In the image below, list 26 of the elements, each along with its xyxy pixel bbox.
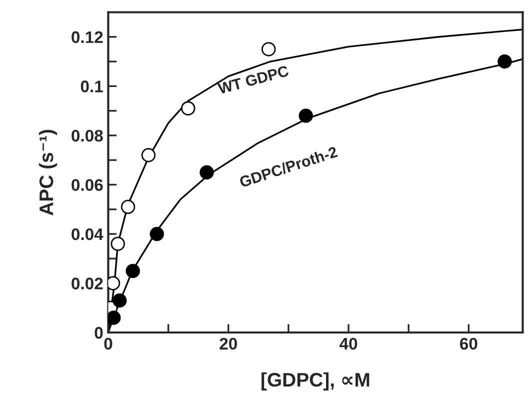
x-tick-label: 60 [460, 338, 478, 350]
x-axis-title: [GDPC], ∝M [262, 372, 370, 390]
y-tick-label: 0.08 [72, 130, 103, 142]
point [141, 148, 156, 162]
point [110, 236, 125, 251]
y-axis-title: APC (s⁻¹) [38, 130, 58, 216]
y-tick-label: 0 [94, 326, 103, 339]
x-tick-label: 40 [340, 338, 358, 350]
point [112, 293, 127, 308]
x-tick-label: 0 [104, 338, 112, 350]
point [181, 101, 196, 116]
text: WT GDPC [217, 65, 290, 94]
point [498, 54, 512, 69]
y-tick-label: 0.12 [72, 31, 103, 44]
point [298, 108, 313, 123]
x-tick-label: 20 [220, 338, 237, 350]
point [120, 200, 136, 214]
point [262, 42, 276, 56]
y-tick-label: 0.06 [72, 179, 103, 191]
y-tick-label: 0.1 [80, 80, 103, 92]
point [126, 264, 140, 278]
point [108, 310, 121, 325]
point [150, 226, 164, 242]
point [200, 165, 214, 180]
y-tick-label: 0.04 [72, 228, 104, 240]
y-tick-label: 0.02 [72, 278, 103, 290]
